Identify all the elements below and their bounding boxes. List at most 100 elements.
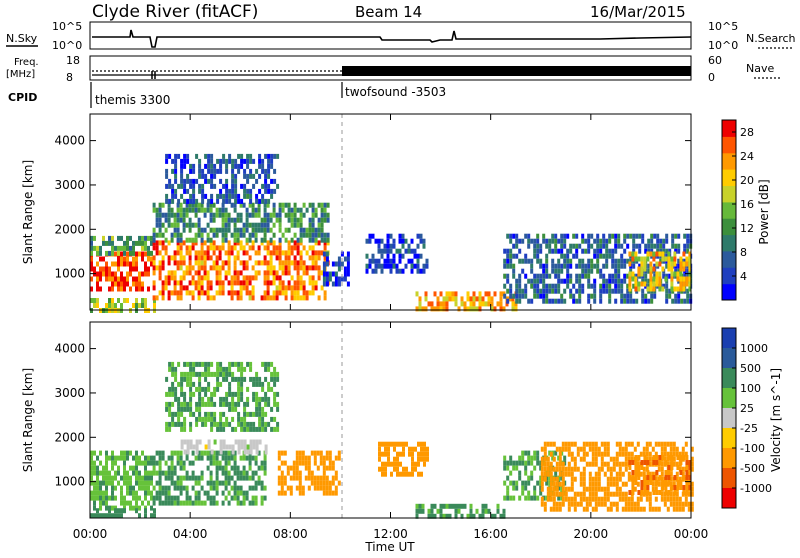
power-range-cell — [670, 256, 674, 262]
velocity-range-cell — [675, 461, 679, 467]
power-range-cell — [602, 243, 606, 249]
power-range-cell — [284, 295, 288, 301]
power-range-cell — [173, 275, 177, 281]
power-range-cell — [197, 250, 201, 256]
velocity-range-cell — [173, 485, 177, 491]
velocity-y-axis-label: Slant Range [km] — [21, 368, 35, 472]
power-range-cell — [248, 245, 252, 251]
velocity-range-cell — [224, 470, 228, 476]
power-colorbar-swatch — [722, 136, 736, 154]
power-range-cell — [242, 265, 246, 271]
velocity-range-cell — [273, 391, 277, 397]
velocity-range-cell — [201, 421, 205, 427]
power-range-cell — [270, 158, 274, 164]
power-range-cell — [635, 298, 639, 304]
power-range-cell — [245, 207, 249, 213]
velocity-range-cell — [221, 455, 225, 461]
velocity-range-cell — [246, 401, 250, 407]
power-range-cell — [215, 207, 219, 213]
power-range-cell — [527, 238, 531, 244]
power-range-cell — [152, 202, 156, 208]
power-range-cell — [572, 243, 576, 249]
velocity-range-cell — [527, 495, 531, 501]
power-range-cell — [182, 285, 186, 291]
power-range-cell — [287, 217, 291, 223]
velocity-range-cell — [219, 401, 223, 407]
velocity-range-cell — [280, 460, 284, 466]
power-range-cell — [626, 243, 630, 249]
velocity-range-cell — [180, 401, 184, 407]
velocity-range-cell — [200, 500, 204, 506]
power-range-cell — [445, 296, 449, 302]
power-range-cell — [281, 265, 285, 271]
power-range-cell — [186, 188, 190, 194]
velocity-range-cell — [233, 455, 237, 461]
velocity-range-cell — [591, 461, 595, 467]
velocity-range-cell — [643, 490, 647, 495]
velocity-range-cell — [319, 460, 323, 466]
velocity-range-cell — [264, 391, 268, 397]
power-range-cell — [533, 273, 537, 279]
power-range-cell — [451, 296, 455, 302]
velocity-colorbar-tick-label: -100 — [740, 442, 765, 455]
power-range-cell — [177, 183, 181, 189]
velocity-range-cell — [512, 485, 516, 491]
power-range-cell — [200, 285, 204, 291]
velocity-range-cell — [206, 450, 210, 456]
velocity-range-cell — [588, 446, 592, 452]
power-range-cell — [572, 283, 576, 289]
power-range-cell — [242, 285, 246, 291]
velocity-range-cell — [200, 455, 204, 461]
power-range-cell — [602, 233, 606, 239]
velocity-range-cell — [600, 456, 604, 462]
power-range-cell — [419, 268, 423, 274]
velocity-range-cell — [209, 460, 213, 466]
power-range-cell — [261, 168, 265, 174]
velocity-range-cell — [138, 475, 141, 481]
power-range-cell — [206, 232, 210, 238]
velocity-data-cells — [90, 361, 694, 519]
power-range-cell — [126, 256, 129, 262]
velocity-range-cell — [615, 486, 619, 492]
velocity-range-cell — [384, 451, 387, 457]
power-range-cell — [554, 243, 558, 249]
velocity-range-cell — [664, 480, 668, 485]
velocity-range-cell — [660, 441, 664, 447]
power-range-cell — [264, 178, 268, 184]
velocity-range-cell — [102, 490, 105, 496]
velocity-range-cell — [567, 486, 571, 492]
power-range-cell — [653, 243, 657, 249]
velocity-range-cell — [239, 500, 243, 506]
power-range-cell — [105, 261, 108, 267]
velocity-range-cell — [233, 485, 237, 491]
velocity-range-cell — [648, 471, 652, 477]
velocity-range-cell — [420, 451, 423, 457]
power-range-cell — [90, 298, 93, 303]
power-range-cell — [311, 202, 315, 208]
velocity-range-cell — [549, 451, 553, 457]
power-range-cell — [554, 288, 558, 294]
velocity-range-cell — [277, 465, 281, 471]
power-range-cell — [614, 278, 618, 284]
cpid-entry-2: twofsound -3503 — [345, 85, 446, 99]
power-range-cell — [632, 248, 636, 254]
power-range-cell — [167, 290, 171, 296]
power-range-cell — [90, 286, 93, 292]
velocity-range-cell — [273, 371, 277, 377]
power-range-cell — [425, 263, 429, 269]
power-range-cell — [599, 293, 603, 299]
power-range-cell — [602, 263, 606, 269]
power-range-cell — [164, 245, 168, 251]
velocity-range-cell — [426, 446, 429, 452]
velocity-range-cell — [144, 470, 147, 476]
power-range-cell — [246, 178, 250, 184]
power-range-cell — [255, 178, 259, 184]
power-range-cell — [587, 258, 591, 264]
velocity-range-cell — [313, 450, 317, 456]
power-range-cell — [290, 207, 294, 213]
velocity-range-cell — [637, 475, 641, 480]
power-range-cell — [152, 227, 156, 233]
velocity-range-cell — [207, 439, 211, 445]
velocity-range-cell — [639, 506, 643, 512]
power-range-cell — [177, 153, 181, 159]
